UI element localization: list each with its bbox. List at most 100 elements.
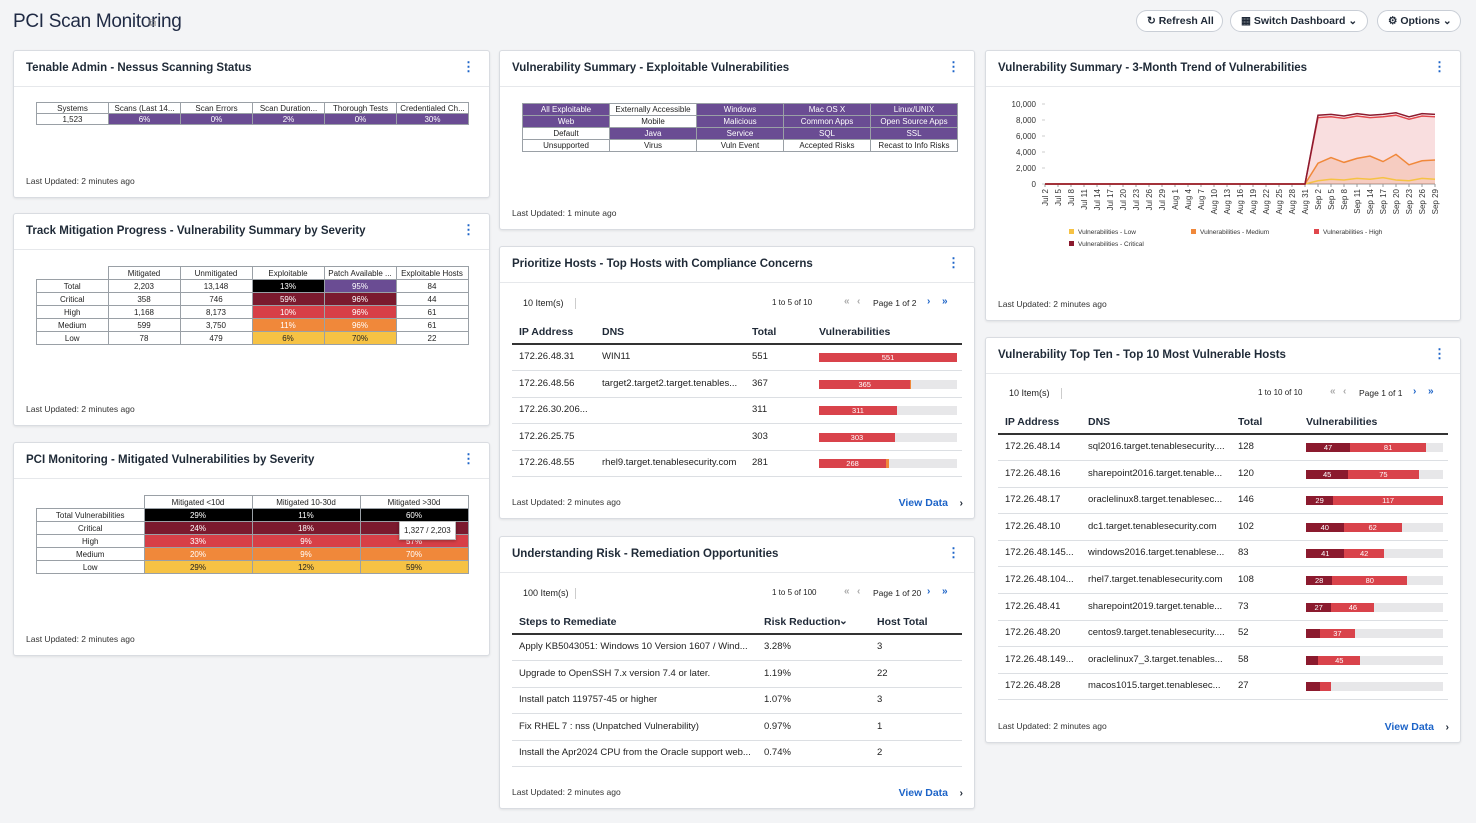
- table-cell: 172.26.48.149...: [1005, 653, 1074, 665]
- grid-cell[interactable]: SQL: [783, 127, 871, 140]
- grid-cell[interactable]: Mac OS X: [783, 103, 871, 116]
- options-button[interactable]: ⚙ Options ⌄: [1377, 10, 1461, 32]
- last-updated: Last Updated: 2 minutes ago: [26, 404, 135, 414]
- row-rule: [512, 766, 962, 768]
- refresh-button[interactable]: ↻ Refresh All: [1136, 10, 1223, 32]
- table-cell: oraclelinux8.target.tenablesec...: [1088, 494, 1223, 506]
- grid-cell[interactable]: Unsupported: [522, 139, 610, 152]
- corner-cell: [37, 496, 145, 509]
- bar-segment: 303: [819, 432, 895, 442]
- panel-menu[interactable]: ⋮: [947, 59, 960, 74]
- view-data-link[interactable]: View Data: [1384, 721, 1434, 733]
- next-page[interactable]: ›: [927, 296, 931, 307]
- grid-cell[interactable]: Mobile: [609, 115, 697, 128]
- table-cell: dc1.target.tenablesecurity.com: [1088, 520, 1217, 532]
- grid-cell[interactable]: Malicious: [696, 115, 784, 128]
- table-row: Low 29% 12% 59%: [36, 560, 469, 574]
- x-tick-label: Sep 14: [1366, 188, 1375, 214]
- row-label: High: [36, 534, 145, 548]
- first-page[interactable]: «: [1330, 386, 1336, 397]
- view-data-link[interactable]: View Data: [898, 787, 948, 799]
- table-cell: 60%: [359, 508, 469, 522]
- row-rule: [998, 646, 1448, 648]
- bar-segment: 75: [1348, 469, 1419, 479]
- column-header: Mitigated <10d: [143, 495, 253, 509]
- last-page[interactable]: »: [942, 296, 948, 307]
- prev-page[interactable]: ‹: [1343, 386, 1347, 397]
- row-rule: [998, 699, 1448, 701]
- grid-cell[interactable]: Common Apps: [783, 115, 871, 128]
- next-page[interactable]: ›: [927, 586, 931, 597]
- panel-title: Vulnerability Top Ten - Top 10 Most Vuln…: [998, 349, 1286, 361]
- panel-menu[interactable]: ⋮: [462, 59, 475, 74]
- bar-segment: 311: [819, 406, 897, 415]
- table-cell: 61: [395, 305, 469, 319]
- panel-menu[interactable]: ⋮: [462, 222, 475, 237]
- page-indicator: Page 1 of 1: [1359, 388, 1403, 398]
- next-page[interactable]: ›: [1413, 386, 1417, 397]
- item-range: 1 to 10 of 10: [1258, 388, 1303, 397]
- bar-segment: 551: [819, 353, 957, 362]
- table-cell: oraclelinux7_3.target.tenables...: [1088, 653, 1223, 665]
- series-line: [1045, 112, 1436, 185]
- panel-menu[interactable]: ⋮: [947, 545, 960, 560]
- grid-cell[interactable]: Recast to Info Risks: [870, 139, 958, 152]
- last-page[interactable]: »: [1428, 386, 1434, 397]
- grid-cell[interactable]: Externally Accessible: [609, 103, 697, 116]
- last-page[interactable]: »: [942, 586, 948, 597]
- bar-track: 41 42: [1306, 549, 1443, 559]
- panel-title: PCI Monitoring - Mitigated Vulnerabiliti…: [26, 454, 315, 466]
- prev-page[interactable]: ‹: [857, 296, 861, 307]
- table-cell: 551: [752, 351, 768, 362]
- x-tick-label: Aug 19: [1249, 188, 1258, 214]
- first-page[interactable]: «: [844, 296, 850, 307]
- grid-cell[interactable]: SSL: [870, 127, 958, 140]
- panel-menu[interactable]: ⋮: [947, 255, 960, 270]
- panel: Track Mitigation Progress - Vulnerabilit…: [13, 213, 490, 426]
- panel-menu[interactable]: ⋮: [1433, 346, 1446, 361]
- table-cell: 33%: [143, 534, 253, 548]
- panel-menu[interactable]: ⋮: [462, 451, 475, 466]
- column-header: Host Total: [877, 616, 928, 628]
- table-cell: 0.97%: [764, 720, 791, 732]
- table-cell: Install the Apr2024 CPU from the Oracle …: [519, 747, 751, 759]
- table-cell: rhel7.target.tenablesecurity.com: [1088, 574, 1223, 585]
- panel-menu[interactable]: ⋮: [1433, 59, 1446, 74]
- grid-cell[interactable]: Windows: [696, 103, 784, 116]
- grid-cell[interactable]: Accepted Risks: [783, 139, 871, 152]
- sort-icon[interactable]: ⌄: [839, 615, 848, 627]
- grid-cell[interactable]: Java: [609, 127, 697, 140]
- grid-cell[interactable]: Web: [522, 115, 610, 128]
- grid-cell[interactable]: Default: [522, 127, 610, 140]
- grid-cell[interactable]: All Exploitable: [522, 103, 610, 116]
- table-cell: 172.26.48.55: [519, 457, 575, 468]
- table-cell: 1.07%: [764, 694, 791, 706]
- table-row: 1,523 6% 0% 2% 0% 30%: [36, 113, 469, 125]
- table-cell: 70%: [323, 331, 397, 345]
- data-table: Mitigated <10d Mitigated 10-30d Mitigated …: [36, 495, 469, 574]
- legend-label: Vulnerabilities - Medium: [1200, 229, 1269, 236]
- table-cell: 73: [1238, 600, 1249, 612]
- grid-cell[interactable]: Vuln Event: [696, 139, 784, 152]
- grid-cell[interactable]: Linux/UNIX: [870, 103, 958, 116]
- grid-cell[interactable]: Open Source Apps: [870, 115, 958, 128]
- table-cell: 599: [107, 318, 181, 332]
- switch-dashboard-button[interactable]: ▦ Switch Dashboard ⌄: [1230, 10, 1368, 32]
- row-rule: [998, 460, 1448, 461]
- bar-segment: 40: [1306, 522, 1344, 532]
- bar-segment: 81: [1350, 443, 1427, 452]
- table-cell: Fix RHEL 7 : nss (Unpatched Vulnerabilit…: [519, 720, 699, 732]
- bar-segment: 365: [819, 379, 911, 389]
- grid-cell[interactable]: Virus: [609, 139, 697, 152]
- first-page[interactable]: «: [844, 586, 850, 597]
- x-tick-label: Sep 20: [1392, 188, 1401, 214]
- prev-page[interactable]: ‹: [857, 586, 861, 597]
- grid-cell[interactable]: Service: [696, 127, 784, 140]
- title-icon[interactable]: ⧉: [149, 18, 157, 29]
- row-rule: [512, 396, 962, 398]
- header-row: Mitigated Unmitigated Exploitable Patch Ava…: [37, 266, 469, 280]
- table-cell: 13,148: [179, 279, 253, 293]
- view-data-link[interactable]: View Data: [898, 497, 948, 509]
- item-range: 1 to 5 of 10: [772, 298, 813, 307]
